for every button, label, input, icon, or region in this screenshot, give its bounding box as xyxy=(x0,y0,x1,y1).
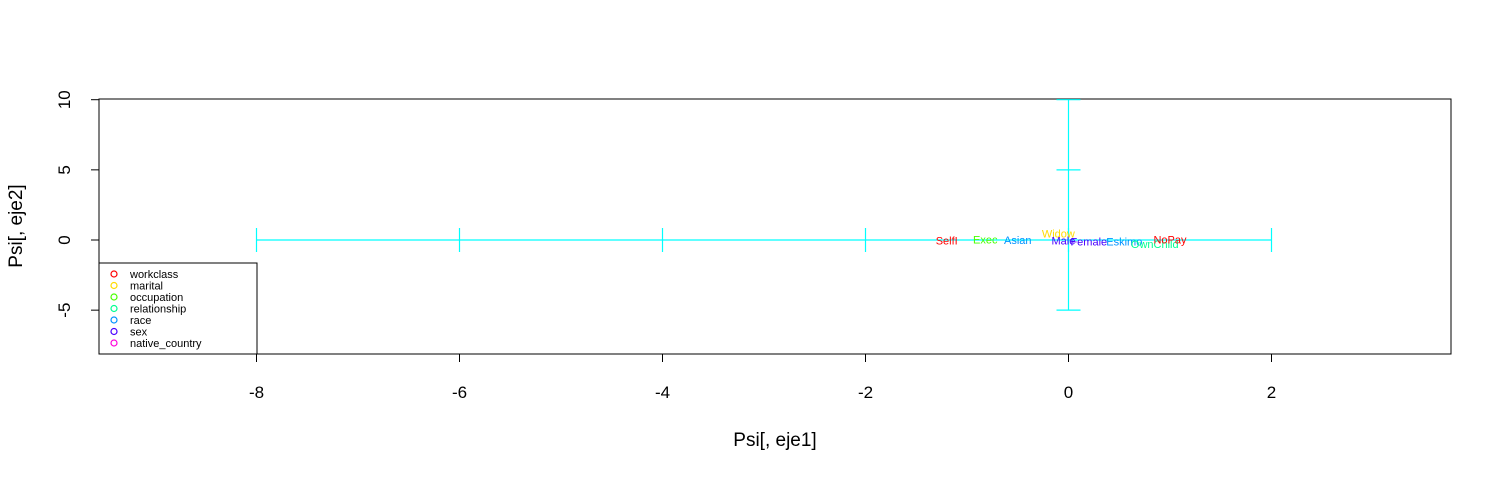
y-tick-label: 5 xyxy=(55,165,74,174)
x-tick-label: -4 xyxy=(655,383,670,402)
y-tick-label: 0 xyxy=(55,235,74,244)
point-label: Female xyxy=(1070,236,1107,248)
x-tick-label: 0 xyxy=(1064,383,1073,402)
y-tick-label: -5 xyxy=(55,303,74,318)
point-label: Asian xyxy=(1004,235,1032,247)
point-label: Widow xyxy=(1042,229,1075,241)
legend-label: occupation xyxy=(130,292,183,304)
y-tick-label: 10 xyxy=(55,90,74,109)
legend-marker xyxy=(110,339,118,347)
x-tick-label: 2 xyxy=(1267,383,1276,402)
x-axis-title: Psi[, eje1] xyxy=(733,430,816,451)
legend-label: race xyxy=(130,315,151,327)
legend-marker xyxy=(110,270,118,278)
legend: workclassmaritaloccupationrelationshipra… xyxy=(98,262,258,355)
reference-lines xyxy=(255,99,1273,311)
point-label: OwnChild xyxy=(1131,239,1179,251)
legend-marker xyxy=(110,327,118,336)
point-label: Male xyxy=(1052,236,1076,248)
point-label: SelfI xyxy=(936,236,958,248)
point-label: Exec xyxy=(973,234,998,246)
legend-label: relationship xyxy=(130,304,186,316)
plot-frame xyxy=(98,98,1452,355)
legend-marker xyxy=(110,316,118,324)
x-tick-label: -6 xyxy=(452,383,467,402)
legend-marker xyxy=(110,293,118,301)
x-tick-label: -8 xyxy=(249,383,264,402)
x-tick-label: -2 xyxy=(858,383,873,402)
legend-marker xyxy=(110,304,118,313)
y-axis: -5 0 5 10 xyxy=(55,90,100,318)
legend-marker xyxy=(110,281,118,290)
legend-label: sex xyxy=(130,327,148,339)
y-axis-title: Psi[, eje2] xyxy=(6,184,27,267)
legend-label: marital xyxy=(130,281,163,293)
legend-label: native_country xyxy=(130,338,202,350)
point-label: Eskimo xyxy=(1106,236,1142,248)
x-axis: -8 -6 -4 -2 0 2 xyxy=(249,353,1276,402)
point-label: NoPay xyxy=(1153,234,1187,246)
legend-label: workclass xyxy=(129,269,179,281)
legend-box xyxy=(98,262,258,355)
